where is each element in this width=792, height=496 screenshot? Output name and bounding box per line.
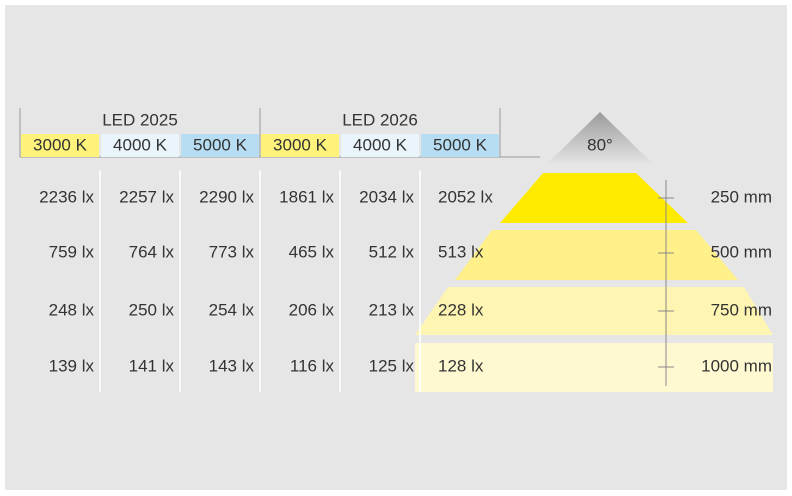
cell: 141 lx — [129, 356, 175, 375]
cell: 254 lx — [209, 300, 255, 319]
cell: 139 lx — [49, 356, 95, 375]
beam-band — [455, 230, 738, 280]
cell: 250 lx — [129, 300, 175, 319]
cell: 773 lx — [209, 242, 255, 261]
cell: 2052 lx — [438, 187, 493, 206]
cell: 2034 lx — [359, 187, 414, 206]
cell: 764 lx — [129, 242, 175, 261]
distance-label: 250 mm — [711, 187, 772, 206]
cell: 513 lx — [438, 242, 484, 261]
cell: 206 lx — [289, 300, 335, 319]
lamp-cone — [546, 112, 654, 165]
column-header: 3000 K — [33, 135, 88, 154]
column-header: 5000 K — [193, 135, 248, 154]
cell: 2257 lx — [119, 187, 174, 206]
column-header-bg — [21, 134, 99, 157]
column-header-bg — [261, 134, 339, 157]
cell: 2290 lx — [199, 187, 254, 206]
beam-band — [500, 173, 688, 223]
cell: 759 lx — [49, 242, 95, 261]
beam-band — [415, 287, 773, 335]
cell: 128 lx — [438, 356, 484, 375]
distance-label: 750 mm — [711, 300, 772, 319]
column-header: 4000 K — [113, 135, 168, 154]
cell: 213 lx — [369, 300, 415, 319]
group-label: LED 2025 — [102, 110, 178, 129]
cell: 512 lx — [369, 242, 415, 261]
column-header-bg — [421, 134, 499, 157]
distance-label: 1000 mm — [701, 356, 772, 375]
column-header-bg — [101, 134, 179, 157]
cell: 2236 lx — [39, 187, 94, 206]
beam-angle: 80° — [587, 135, 613, 154]
cell: 228 lx — [438, 300, 484, 319]
column-header-bg — [181, 134, 259, 157]
cell: 116 lx — [290, 356, 335, 375]
group-label: LED 2026 — [342, 110, 418, 129]
column-header: 3000 K — [273, 135, 328, 154]
cell: 248 lx — [49, 300, 95, 319]
column-header-bg — [341, 134, 419, 157]
beam-band — [415, 343, 773, 392]
cell: 143 lx — [209, 356, 255, 375]
column-header: 4000 K — [353, 135, 408, 154]
cell: 125 lx — [369, 356, 415, 375]
cell: 465 lx — [289, 242, 335, 261]
distance-label: 500 mm — [711, 242, 772, 261]
column-header: 5000 K — [433, 135, 488, 154]
cell: 1861 lx — [279, 187, 334, 206]
